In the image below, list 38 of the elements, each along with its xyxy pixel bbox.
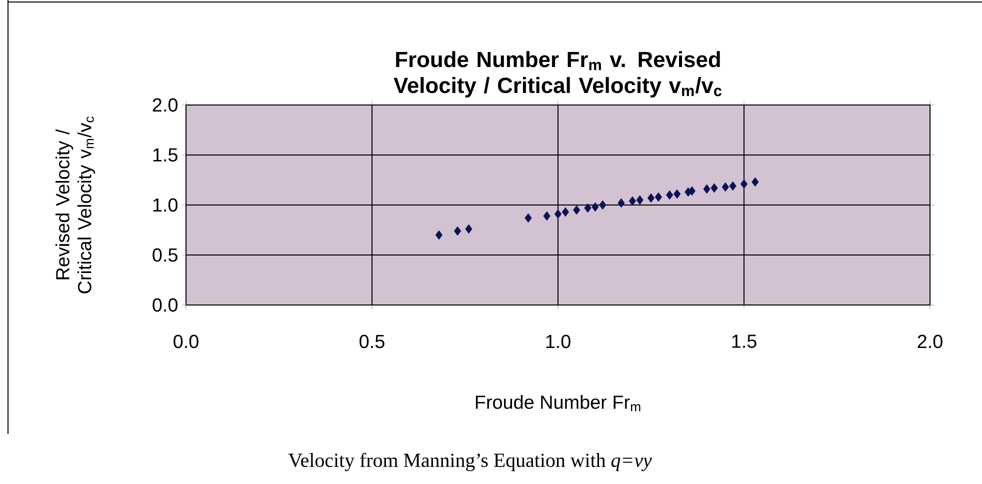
chart-title: Froude Number Fr$_{m}$ v. Revised Velocity / Critical Velocity v$_{m}$/v$_{c}$ — [394, 51, 722, 98]
y-tick-label: 0.5 — [152, 248, 178, 262]
x-tick-label: 2.0 — [918, 334, 942, 348]
y-tick-label: 1.5 — [153, 148, 178, 162]
y-tick-label: 2.0 — [152, 98, 178, 112]
point — [584, 203, 592, 213]
point — [710, 183, 718, 193]
point — [465, 224, 472, 234]
y-tick-label: 1.0 — [153, 198, 178, 212]
point — [524, 213, 532, 223]
x-tick-label: 0.0 — [174, 334, 198, 348]
point — [688, 186, 696, 196]
point — [740, 179, 748, 189]
x-axis-title: Froude Number Fr$_{m}$ — [476, 395, 640, 412]
point — [618, 198, 625, 208]
point — [752, 177, 759, 187]
point — [562, 207, 570, 217]
point — [636, 195, 644, 205]
point — [554, 209, 562, 219]
x-tick-label: 0.5 — [360, 334, 384, 348]
point — [592, 202, 599, 212]
y-tick-label: 0.0 — [152, 298, 178, 312]
point — [573, 205, 580, 215]
x-tick-label: 1.0 — [546, 334, 570, 348]
point — [599, 200, 606, 210]
point — [435, 230, 443, 240]
point — [543, 211, 550, 221]
text: Velocity from Manning’s Equation with q=vy — [288, 452, 652, 472]
point — [654, 192, 662, 202]
x-tick-label: 1.5 — [732, 334, 756, 348]
point — [673, 189, 681, 199]
point — [703, 184, 710, 194]
point — [454, 226, 462, 236]
point — [722, 182, 729, 192]
point — [666, 190, 674, 200]
point — [647, 193, 655, 203]
point — [729, 181, 736, 191]
point — [628, 196, 636, 206]
